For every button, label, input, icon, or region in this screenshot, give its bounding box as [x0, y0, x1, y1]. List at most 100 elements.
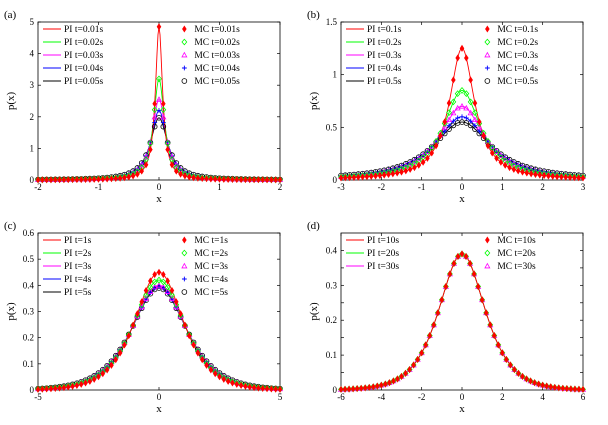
- series-line: [37, 26, 281, 181]
- series-marker: [117, 349, 123, 357]
- series-marker: [225, 377, 231, 385]
- series-marker: [204, 361, 209, 369]
- series-marker: [70, 176, 75, 184]
- series-marker: [407, 160, 414, 167]
- series-marker: [40, 176, 45, 184]
- legend-marker: [181, 276, 187, 282]
- series-marker: [96, 175, 101, 183]
- legend-marker: [484, 65, 490, 71]
- series-marker: [138, 301, 145, 309]
- y-tick-label: 0.5: [23, 254, 35, 264]
- series-marker: [217, 373, 222, 381]
- legend-mc-entry: MC t=0.05s: [194, 77, 240, 87]
- series-marker: [415, 355, 420, 364]
- series-marker: [234, 175, 240, 184]
- x-tick-label: -6: [337, 392, 345, 402]
- series-marker: [552, 383, 558, 391]
- series-marker: [433, 142, 439, 150]
- series-marker: [498, 158, 504, 166]
- series-marker: [178, 170, 183, 178]
- x-tick-label: 6: [581, 392, 586, 402]
- y-tick-label: 1: [30, 143, 35, 153]
- series-marker: [463, 90, 470, 98]
- series-marker: [356, 173, 361, 181]
- series-marker: [65, 383, 71, 391]
- series-marker: [264, 176, 270, 184]
- series-marker: [451, 259, 457, 268]
- series-marker: [199, 356, 205, 364]
- series-marker: [135, 310, 140, 318]
- panel-label: (a): [4, 9, 17, 21]
- series-marker: [104, 175, 110, 183]
- series-line: [340, 253, 584, 390]
- legend-marker: [181, 262, 188, 269]
- series-marker: [399, 372, 404, 380]
- series-marker: [182, 321, 188, 329]
- series-marker: [169, 161, 175, 169]
- series-marker: [350, 385, 356, 393]
- series-marker: [431, 321, 437, 329]
- series-marker: [528, 377, 533, 385]
- series-marker: [135, 170, 140, 178]
- series-marker: [143, 161, 149, 169]
- x-tick-label: 5: [278, 392, 283, 402]
- series-marker: [463, 104, 470, 111]
- series-marker: [273, 385, 278, 393]
- legend-mc-entry: MC t=0.02s: [194, 38, 240, 48]
- series-marker: [450, 109, 457, 116]
- series-marker: [256, 384, 261, 392]
- series-marker: [148, 277, 153, 285]
- series-line: [37, 287, 281, 390]
- legend-marker: [182, 236, 187, 244]
- series-marker: [151, 106, 158, 114]
- x-tick-label: 4: [540, 392, 545, 402]
- series-marker: [147, 283, 154, 291]
- series-marker: [556, 384, 562, 392]
- series-marker: [511, 165, 517, 173]
- series-marker: [510, 160, 517, 167]
- series-marker: [377, 171, 383, 180]
- series-marker: [169, 291, 175, 299]
- series-marker: [472, 99, 478, 107]
- series-marker: [53, 176, 58, 184]
- series-marker: [450, 98, 457, 106]
- series-marker: [497, 152, 504, 158]
- series-marker: [186, 173, 192, 181]
- series-marker: [468, 76, 473, 84]
- series-marker: [174, 298, 179, 306]
- series-marker: [533, 170, 538, 179]
- y-tick-label: 0: [30, 175, 35, 185]
- series-marker: [208, 175, 214, 183]
- series-marker: [459, 250, 465, 258]
- series-marker: [53, 384, 58, 392]
- series-line: [37, 117, 281, 180]
- series-marker: [360, 173, 365, 181]
- series-marker: [524, 169, 530, 177]
- series-marker: [387, 379, 392, 387]
- series-marker: [143, 286, 149, 295]
- legend-mc-entry: MC t=1s: [194, 236, 228, 246]
- series-marker: [178, 310, 183, 318]
- y-axis-label: p(x): [308, 302, 320, 321]
- series-marker: [580, 174, 586, 182]
- series-marker: [494, 154, 499, 162]
- series-marker: [455, 252, 461, 260]
- series-marker: [164, 283, 171, 291]
- series-marker: [217, 175, 222, 183]
- x-tick-label: -2: [418, 392, 426, 402]
- series-marker: [269, 385, 274, 393]
- panel-label: (b): [307, 9, 320, 21]
- series-marker: [515, 167, 521, 175]
- y-tick-label: 2: [30, 112, 35, 122]
- series-marker: [113, 356, 119, 364]
- series-marker: [173, 301, 180, 309]
- series-marker: [260, 384, 265, 392]
- legend-marker: [181, 38, 188, 46]
- series-marker: [550, 172, 556, 180]
- series-marker: [164, 288, 171, 294]
- series-marker: [391, 377, 396, 385]
- series-marker: [568, 385, 574, 393]
- series-marker: [476, 123, 483, 130]
- series-marker: [445, 116, 453, 123]
- y-axis-label: p(x): [5, 92, 17, 111]
